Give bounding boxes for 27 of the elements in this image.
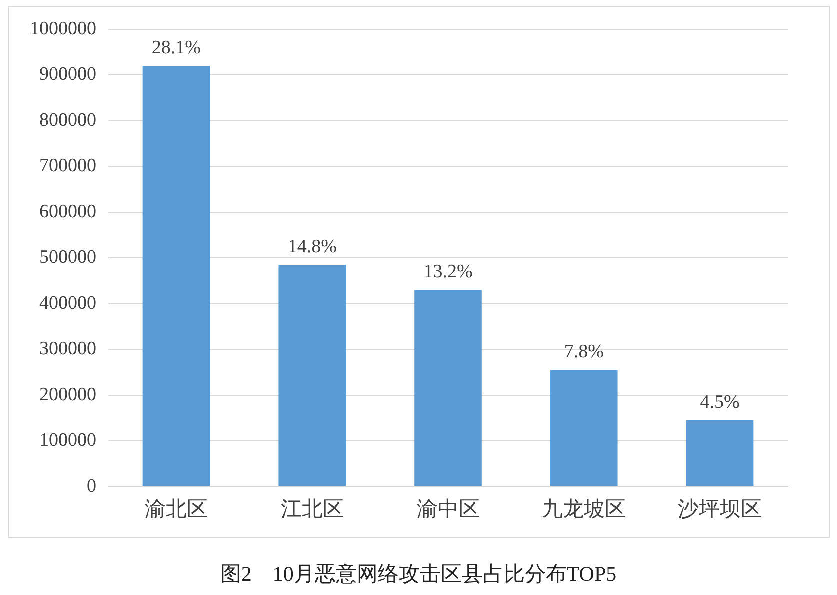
bar [686, 420, 754, 486]
bar [550, 370, 618, 486]
y-tick-label: 600000 [40, 201, 96, 222]
y-tick-label: 700000 [40, 156, 96, 177]
text: 图2 10月恶意网络攻击区县占比分布TOP5 [219, 561, 618, 588]
annotation: 4.5% [700, 392, 740, 413]
annotation: 14.8% [288, 236, 338, 258]
y-tick-label: 0 [87, 476, 96, 497]
x-tick-label: 渝中区 [416, 496, 480, 521]
y-tick-label: 1000000 [30, 18, 96, 40]
x-tick-label: 江北区 [280, 496, 344, 521]
x-tick-label: 九龙坡区 [542, 496, 626, 521]
y-tick-label: 400000 [40, 292, 96, 314]
y-tick-label: 500000 [40, 247, 96, 268]
annotation: 13.2% [424, 262, 473, 283]
bar [414, 290, 482, 486]
y-tick-label: 100000 [40, 430, 96, 452]
bar [278, 264, 346, 486]
y-tick-label: 300000 [40, 338, 96, 360]
y-tick-label: 900000 [40, 64, 96, 86]
y-tick-label: 800000 [40, 110, 96, 131]
x-tick-label: 沙坪坝区 [678, 496, 762, 521]
bar [142, 66, 210, 486]
y-tick-label: 200000 [40, 384, 96, 406]
annotation: 7.8% [564, 342, 604, 363]
annotation: 28.1% [152, 37, 202, 58]
x-tick-label: 渝北区 [144, 496, 208, 521]
